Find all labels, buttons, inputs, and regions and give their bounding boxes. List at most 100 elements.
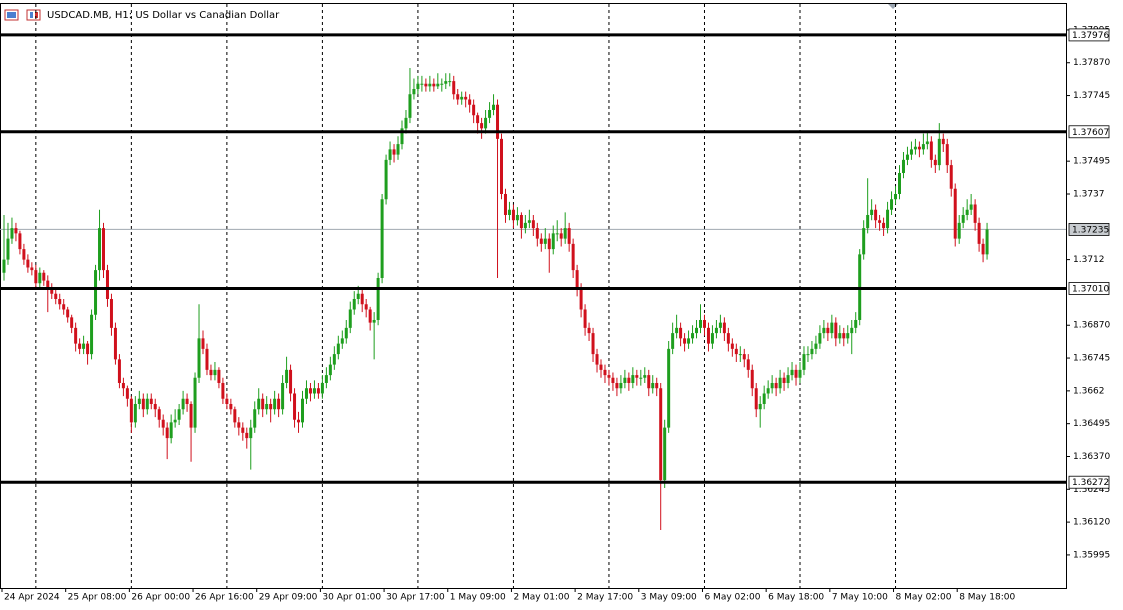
- candle-body: [253, 409, 257, 428]
- candle-body: [364, 304, 368, 310]
- candle-body: [503, 193, 507, 215]
- candle-body: [909, 149, 913, 155]
- candle-body: [285, 369, 289, 383]
- candle-body: [42, 272, 46, 281]
- candle-body: [782, 377, 786, 383]
- candle-body: [953, 188, 957, 239]
- x-tick-label: 26 Apr 16:00: [195, 593, 254, 603]
- current-price-label: 1.37235: [1072, 225, 1109, 235]
- candle-body: [579, 288, 583, 310]
- candle-body: [193, 377, 197, 428]
- candle-body: [901, 159, 905, 173]
- candle-body: [941, 138, 945, 145]
- candle-body: [695, 327, 699, 334]
- y-tick-label: 1.37745: [1073, 91, 1110, 101]
- candle-body: [977, 222, 981, 244]
- candle-body: [22, 249, 26, 260]
- x-tick-label: 25 Apr 08:00: [68, 593, 127, 603]
- candle-body: [113, 327, 117, 360]
- x-tick-label: 26 Apr 00:00: [131, 593, 190, 603]
- candle-body: [687, 338, 691, 344]
- candle-body: [619, 382, 623, 389]
- candle-body: [818, 333, 822, 344]
- level-box: [1068, 475, 1110, 489]
- candle-body: [261, 398, 265, 410]
- candle-body: [78, 343, 82, 349]
- candle-body: [539, 238, 543, 244]
- candle-body: [790, 369, 794, 376]
- y-tick-label: 1.36745: [1073, 354, 1110, 364]
- candle-body: [265, 403, 269, 410]
- candle-body: [50, 288, 54, 294]
- candle-body: [324, 375, 328, 383]
- candle-body: [420, 83, 424, 85]
- candle-body: [237, 422, 241, 428]
- candle-body: [507, 209, 511, 215]
- candle-body: [34, 270, 38, 284]
- candle-body: [165, 427, 169, 439]
- candle-body: [416, 83, 420, 89]
- candle-body: [428, 83, 432, 87]
- candle-body: [312, 388, 316, 394]
- candle-body: [480, 123, 484, 129]
- candle-body: [786, 375, 790, 383]
- y-tick-label: 1.36495: [1073, 419, 1110, 429]
- candle-body: [886, 209, 890, 229]
- candle-body: [965, 209, 969, 215]
- candle-body: [14, 228, 18, 234]
- candle-body: [651, 382, 655, 389]
- candle-body: [659, 388, 663, 481]
- candle-body: [730, 343, 734, 349]
- candle-body: [468, 99, 472, 105]
- candle-body: [177, 409, 181, 420]
- candle-body: [563, 228, 567, 239]
- candle-body: [894, 193, 898, 200]
- candle-body: [320, 382, 324, 394]
- candle-body: [472, 104, 476, 116]
- candle-body: [233, 409, 237, 423]
- candle-body: [340, 338, 344, 344]
- candle-body: [58, 298, 62, 305]
- candle-body: [161, 419, 165, 428]
- candle-body: [862, 228, 866, 255]
- candle-body: [794, 369, 798, 378]
- candle-body: [802, 354, 806, 370]
- candle-body: [289, 369, 293, 394]
- candle-body: [488, 109, 492, 118]
- x-tick-label: 3 May 09:00: [641, 593, 697, 603]
- candle-body: [758, 403, 762, 410]
- candle-body: [898, 172, 901, 194]
- candle-body: [2, 259, 6, 273]
- x-tick-label: 8 May 02:00: [896, 593, 952, 603]
- candle-body: [750, 369, 754, 389]
- candle-body: [655, 382, 659, 389]
- candle-body: [699, 319, 702, 328]
- candle-body: [850, 327, 854, 334]
- icon: [35, 12, 38, 18]
- candle-body: [352, 298, 356, 310]
- candle-body: [874, 209, 878, 221]
- plot-frame: [0, 3, 1067, 589]
- candle-body: [583, 309, 587, 328]
- candle-body: [38, 272, 42, 284]
- candle-body: [667, 348, 671, 428]
- candle-body: [770, 382, 774, 389]
- candle-body: [798, 369, 802, 378]
- candle-body: [269, 403, 273, 410]
- x-tick-label: 6 May 02:00: [704, 593, 760, 603]
- candle-body: [388, 149, 392, 160]
- candle-body: [157, 409, 161, 420]
- candle-body: [10, 228, 14, 239]
- level-label: 1.36272: [1072, 478, 1109, 488]
- candle-body: [945, 144, 949, 166]
- candle-body: [74, 327, 78, 344]
- candle-body: [169, 422, 173, 439]
- candle-body: [866, 214, 870, 229]
- candle-body: [189, 403, 193, 428]
- candle-body: [476, 115, 480, 124]
- candle-body: [149, 398, 153, 404]
- candle-body: [424, 83, 428, 87]
- icon: [26, 9, 41, 21]
- candle-body: [368, 309, 372, 323]
